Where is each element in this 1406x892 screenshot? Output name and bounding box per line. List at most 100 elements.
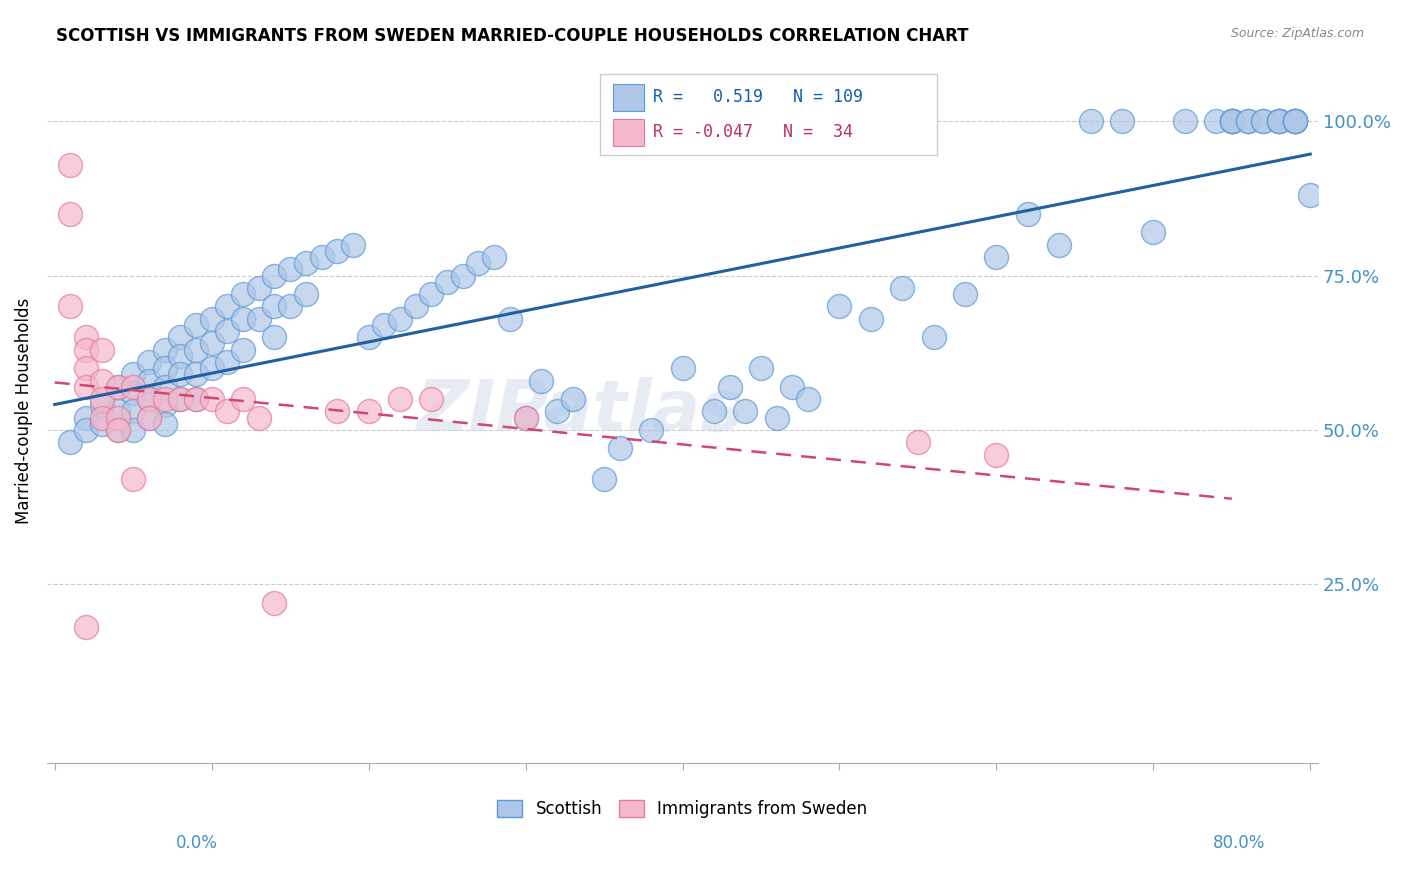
Point [75, 379, 97, 393]
Point [75, 330, 97, 344]
Bar [613, 120, 644, 146]
Point [1220, 114, 1243, 128]
Point [90, 343, 112, 357]
Legend: Scottish, Immigrants from Sweden: Scottish, Immigrants from Sweden [491, 794, 875, 825]
Text: R = -0.047   N =  34: R = -0.047 N = 34 [654, 123, 853, 141]
Point [153, 361, 176, 376]
Point [1017, 207, 1039, 221]
Point [169, 349, 191, 363]
Point [90, 374, 112, 388]
Point [1284, 114, 1306, 128]
Point [122, 472, 145, 486]
Point [138, 410, 160, 425]
Point [59, 435, 82, 450]
Point [482, 250, 505, 264]
Point [184, 392, 207, 406]
Point [389, 392, 412, 406]
Point [1174, 114, 1197, 128]
Point [295, 287, 318, 301]
Point [169, 392, 191, 406]
Point [405, 300, 427, 314]
Point [90, 392, 112, 406]
Point [90, 398, 112, 412]
Point [734, 404, 756, 418]
Point [1142, 226, 1164, 240]
Point [1284, 114, 1306, 128]
Point [1284, 114, 1306, 128]
Point [1220, 114, 1243, 128]
Point [953, 287, 976, 301]
Point [515, 410, 537, 425]
Point [986, 448, 1008, 462]
Point [184, 368, 207, 382]
Point [907, 435, 929, 450]
Point [217, 300, 239, 314]
Point [75, 423, 97, 437]
Point [138, 374, 160, 388]
Point [295, 256, 318, 270]
Point [311, 250, 333, 264]
Text: ZIPatlas: ZIPatlas [418, 376, 745, 446]
Point [326, 244, 349, 258]
Point [169, 330, 191, 344]
Point [1111, 114, 1133, 128]
Point [90, 410, 112, 425]
Point [217, 355, 239, 369]
Point [153, 343, 176, 357]
Point [765, 410, 787, 425]
Point [782, 379, 804, 393]
Point [718, 379, 741, 393]
Point [107, 410, 129, 425]
Point [1284, 114, 1306, 128]
Point [640, 423, 662, 437]
Point [1284, 114, 1306, 128]
Point [217, 404, 239, 418]
Point [122, 379, 145, 393]
Point [1236, 114, 1258, 128]
Point [263, 596, 285, 610]
Point [1284, 114, 1306, 128]
Point [107, 379, 129, 393]
Point [232, 311, 254, 326]
Point [122, 368, 145, 382]
Point [278, 300, 301, 314]
Point [75, 410, 97, 425]
Point [703, 404, 725, 418]
Point [593, 472, 616, 486]
Point [201, 311, 224, 326]
Point [232, 343, 254, 357]
Point [499, 311, 522, 326]
Point [1080, 114, 1102, 128]
Point [420, 287, 443, 301]
Point [1220, 114, 1243, 128]
Point [153, 398, 176, 412]
Point [201, 392, 224, 406]
Point [153, 379, 176, 393]
Point [75, 343, 97, 357]
Point [90, 417, 112, 431]
Point [436, 275, 458, 289]
Point [357, 330, 380, 344]
Point [59, 157, 82, 171]
Point [75, 620, 97, 634]
Point [278, 262, 301, 277]
Point [232, 287, 254, 301]
Point [1220, 114, 1243, 128]
Point [153, 417, 176, 431]
Point [217, 324, 239, 338]
Point [859, 311, 882, 326]
Point [467, 256, 489, 270]
Text: 0.0%: 0.0% [176, 834, 218, 852]
Point [153, 392, 176, 406]
Point [247, 281, 270, 295]
Point [530, 374, 553, 388]
Point [122, 404, 145, 418]
Point [326, 404, 349, 418]
Text: Source: ZipAtlas.com: Source: ZipAtlas.com [1230, 27, 1364, 40]
Point [420, 392, 443, 406]
Point [138, 355, 160, 369]
Text: R =   0.519   N = 109: R = 0.519 N = 109 [654, 88, 863, 106]
Point [515, 410, 537, 425]
Point [138, 410, 160, 425]
Point [247, 311, 270, 326]
